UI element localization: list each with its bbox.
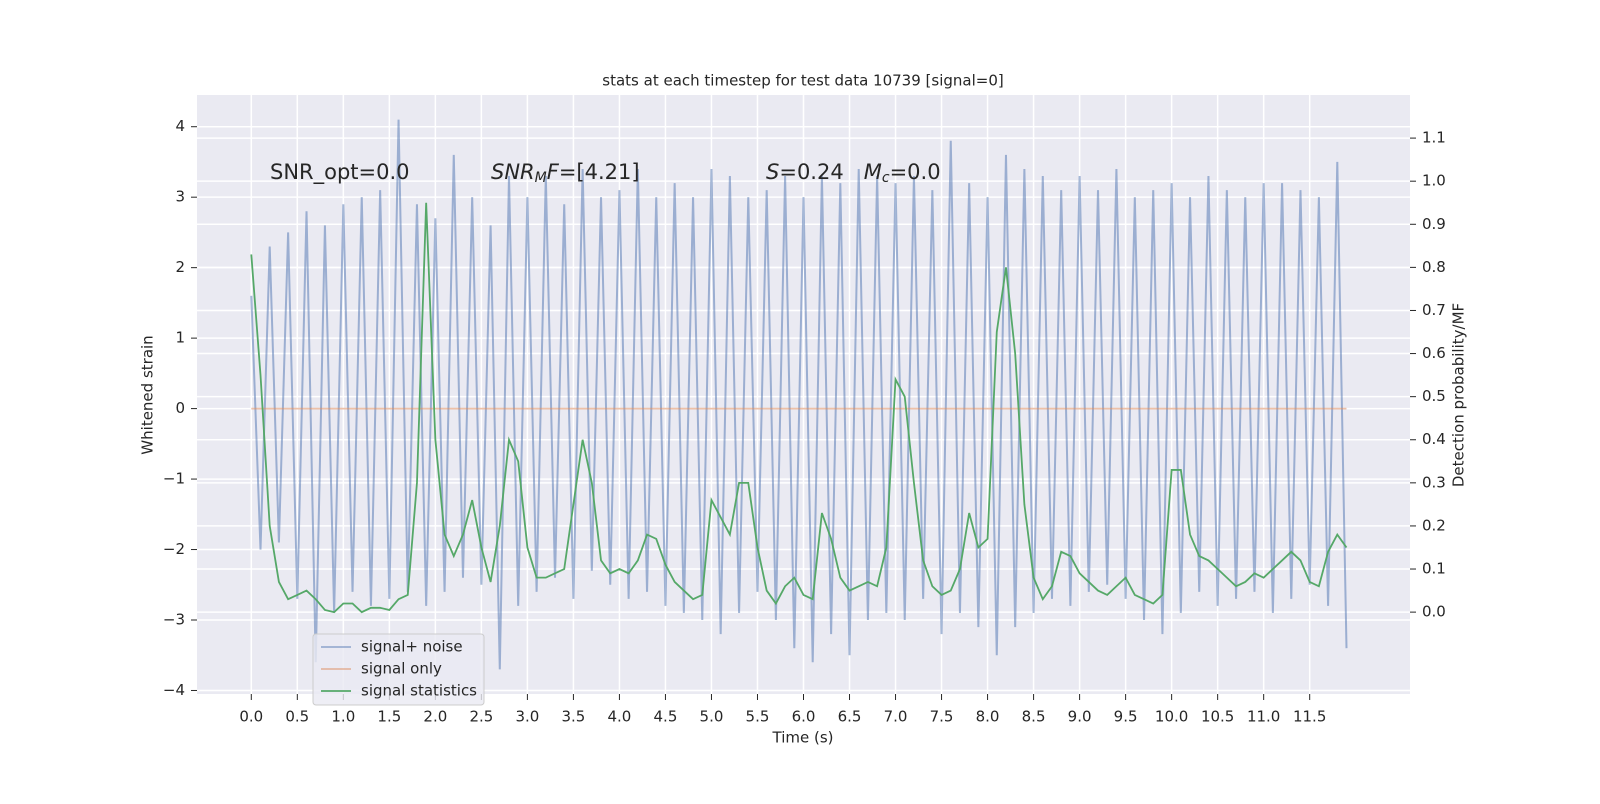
x-tick-label: 6.0 [792,708,816,726]
annotation: SNRMF=[4.21] [491,160,640,186]
chart-title: stats at each timestep for test data 107… [602,72,1003,90]
x-tick-label: 10.0 [1155,708,1188,726]
y2-tick-label: 0.0 [1422,603,1446,621]
y-tick-label: 3 [175,188,185,206]
y2-tick-label: 1.0 [1422,172,1446,190]
x-tick-label: 3.0 [515,708,539,726]
y-tick-label: −4 [163,681,185,699]
annotation: S=0.24 Mc=0.0 [766,160,941,186]
y2-tick-label: 0.1 [1422,560,1446,578]
x-axis-label: Time (s) [772,729,834,747]
legend-label: signal+ noise [361,638,463,656]
annotation-part: =[4.21] [559,160,640,184]
y-axis-label: Whitened strain [139,335,157,454]
y2-tick-label: 0.6 [1422,344,1446,362]
y-tick-label: −2 [163,540,185,558]
x-tick-label: 5.0 [700,708,724,726]
annotation-part: SNR_opt=0.0 [270,160,410,185]
y-tick-label: 4 [175,117,185,135]
x-tick-label: 1.5 [377,708,401,726]
annotation-part: c [882,170,890,186]
y2-tick-label: 0.2 [1422,516,1446,534]
y2-tick-label: 0.7 [1422,301,1446,319]
annotation-part: F [547,160,560,184]
x-tick-label: 0.0 [239,708,263,726]
x-tick-label: 4.5 [654,708,678,726]
x-tick-label: 9.5 [1114,708,1138,726]
annotation-part: M [535,170,547,186]
x-tick-label: 8.5 [1022,708,1046,726]
legend-label: signal statistics [361,682,477,700]
y2-tick-label: 0.5 [1422,387,1446,405]
y-tick-label: 0 [175,399,185,417]
x-tick-label: 8.0 [976,708,1000,726]
x-tick-label: 11.0 [1247,708,1280,726]
y2-tick-label: 0.9 [1422,215,1446,233]
x-tick-label: 10.5 [1201,708,1234,726]
x-tick-label: 1.0 [331,708,355,726]
series-line [250,202,1348,614]
y2-tick-label: 0.8 [1422,258,1446,276]
annotation-part: SNR [491,160,535,184]
x-tick-label: 9.0 [1068,708,1092,726]
legend-label: signal only [361,660,442,678]
annotation-part: M [864,160,882,184]
annotation: SNR_opt=0.0 [270,160,410,185]
y2-tick-label: 0.3 [1422,473,1446,491]
x-tick-label: 11.5 [1293,708,1326,726]
y2-axis-label: Detection probability/MF [1450,303,1468,487]
series-line [250,119,1348,670]
y2-tick-label: 1.1 [1422,129,1446,147]
y-tick-label: 1 [175,329,185,347]
y2-tick-label: 0.4 [1422,430,1446,448]
x-tick-label: 2.5 [469,708,493,726]
y-tick-label: −3 [163,611,185,629]
x-tick-label: 4.0 [608,708,632,726]
annotation-part: =0.0 [890,160,941,184]
x-tick-label: 7.5 [930,708,954,726]
legend-box [312,633,485,706]
x-tick-label: 2.0 [423,708,447,726]
x-tick-label: 6.5 [838,708,862,726]
x-tick-label: 0.5 [285,708,309,726]
annotation-part: =0.24 [779,160,863,184]
x-tick-label: 7.0 [884,708,908,726]
x-tick-label: 3.5 [561,708,585,726]
x-tick-label: 5.5 [746,708,770,726]
annotation-part: S [766,160,779,184]
y-tick-label: −1 [163,470,185,488]
y-tick-label: 2 [175,258,185,276]
